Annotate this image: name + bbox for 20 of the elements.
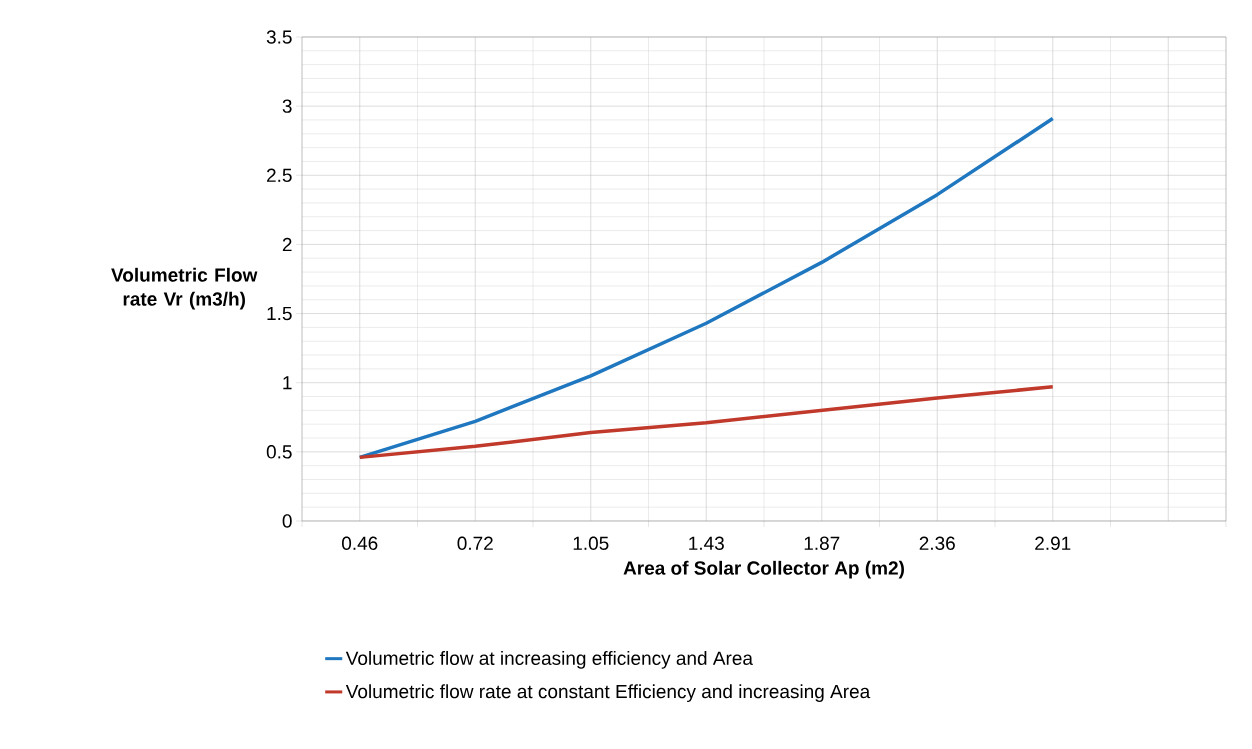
y-tick-label: 3 [282,99,292,113]
legend-label: Volumetric flow rate at constant Efficiency and increasing Area [345,684,871,702]
y-axis-title: Volumetric Flow rate Vr (m3/h) [111,267,258,310]
x-tick-label: 0.46 [342,536,378,550]
legend-label: Volumetric flow at increasing efficiency and Area [345,651,753,669]
y-tick-label: 2 [282,237,292,252]
y-tick-label: 2.5 [267,168,292,183]
y-tick-label: 1 [283,376,292,390]
line-series [358,116,1055,460]
x-tick-label: 2.36 [919,536,955,550]
x-tick-label: 1.05 [573,536,609,550]
x-tick-label: 1.43 [689,536,724,550]
y-tick-label: 0.5 [266,445,292,459]
x-tick-label: 0.72 [457,536,493,550]
y-tick-label: 0 [282,514,292,528]
y-tick-label: 1.5 [267,306,292,321]
x-axis-title: Area of Solar Collector Ap (m2) [623,560,904,579]
x-tick-label: 2.91 [1035,536,1071,550]
y-tick-label: 3.5 [266,30,292,44]
x-tick-label: 1.87 [804,536,840,550]
